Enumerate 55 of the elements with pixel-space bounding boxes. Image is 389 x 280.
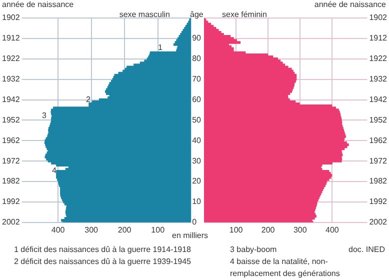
annotation: 2 xyxy=(86,94,90,106)
y-axis-title: année de naissance xyxy=(2,0,74,11)
text: 1 déficit des naissances dû à la guerre 1914-1918 xyxy=(14,244,192,256)
y2-tick-label: 90 xyxy=(192,34,202,43)
y-tick-label: 1942 xyxy=(2,94,20,104)
y2-tick-label: 80 xyxy=(192,54,202,64)
text: doc. INED xyxy=(348,244,385,256)
y2-tick-label: 60 xyxy=(192,94,202,104)
y2-axis-title: âge xyxy=(190,9,204,21)
y-tick-label: 1962 xyxy=(369,136,388,145)
y-tick-label: 1912 xyxy=(2,34,20,43)
y-tick-label: 1982 xyxy=(2,176,20,186)
text: 4 baisse de la natalité, non-remplacement des générations xyxy=(230,256,341,280)
y2-tick-label: 20 xyxy=(192,176,202,186)
y-tick-label: 2002 xyxy=(369,218,388,227)
y2-tick-label: 10 xyxy=(192,197,202,206)
y-tick-label: 2002 xyxy=(2,218,20,227)
text: 3 baby-boom xyxy=(230,244,278,256)
annotation: 4 xyxy=(52,165,56,177)
x-axis-title: en milliers xyxy=(172,230,208,242)
y-tick-label: 1922 xyxy=(369,54,388,64)
annotation: 3 xyxy=(42,110,46,122)
y2-tick-label: 40 xyxy=(192,136,202,145)
y-axis-title: année de naissance xyxy=(314,0,386,11)
y-tick-label: 1982 xyxy=(369,176,388,186)
y2-tick-label: 70 xyxy=(192,74,202,84)
y-tick-label: 1932 xyxy=(369,74,388,84)
y-tick-label: 1972 xyxy=(2,156,20,166)
x-tick-label: 300 xyxy=(293,225,308,234)
y-tick-label: 1922 xyxy=(2,54,20,64)
y-tick-label: 1942 xyxy=(369,94,388,104)
annotation: 1 xyxy=(158,42,162,54)
x-tick-label: 200 xyxy=(261,225,276,234)
y-tick-label: 1932 xyxy=(2,74,20,84)
x-tick-label: 300 xyxy=(84,225,99,234)
x-tick-label: 400 xyxy=(51,225,66,234)
x-tick-label: 100 xyxy=(229,225,244,234)
x-tick-label: 200 xyxy=(118,225,132,234)
text: 2 déficit des naissances dû à la guerre 1939-1945 xyxy=(14,256,192,268)
y-tick-label: 1952 xyxy=(369,115,388,124)
y-tick-label: 1992 xyxy=(369,197,388,206)
y-tick-label: 1952 xyxy=(2,115,20,124)
y-tick-label: 1902 xyxy=(369,13,388,22)
y-tick-label: 1912 xyxy=(369,34,388,43)
y-tick-label: 1902 xyxy=(2,13,20,22)
y-tick-label: 1962 xyxy=(2,136,20,145)
chart-title: sexe masculin xyxy=(119,9,170,21)
y2-tick-label: 0 xyxy=(192,218,198,227)
x-tick-label: 100 xyxy=(151,225,166,234)
y2-tick-label: 30 xyxy=(192,156,202,166)
chart-title: sexe féminin xyxy=(222,9,267,21)
y-tick-label: 1992 xyxy=(2,197,20,206)
y2-tick-label: 50 xyxy=(192,115,202,124)
y-tick-label: 1972 xyxy=(369,156,388,166)
x-tick-label: 400 xyxy=(325,225,340,234)
